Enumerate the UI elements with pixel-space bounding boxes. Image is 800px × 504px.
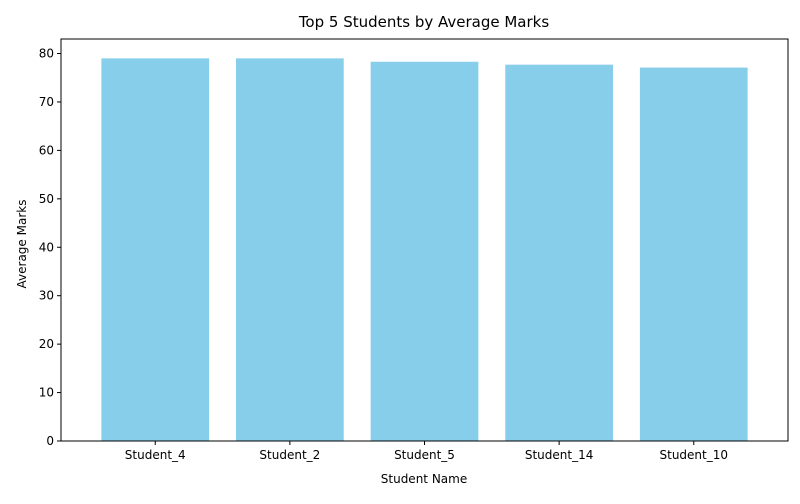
x-axis-label: Student Name bbox=[381, 472, 467, 486]
bar-student-10 bbox=[639, 67, 748, 441]
x-tick-label: Student_2 bbox=[259, 448, 320, 462]
bar-student-2 bbox=[236, 58, 344, 442]
chart-title: Top 5 Students by Average Marks bbox=[298, 13, 550, 31]
bar-student-4 bbox=[101, 58, 210, 442]
y-axis-label: Average Marks bbox=[15, 200, 29, 289]
y-tick-label: 70 bbox=[39, 95, 54, 109]
y-tick-label: 0 bbox=[46, 434, 54, 448]
bar-student-14 bbox=[505, 64, 613, 442]
y-tick-label: 80 bbox=[39, 47, 54, 61]
y-tick-label: 30 bbox=[39, 289, 54, 303]
bar-student-5 bbox=[370, 61, 479, 441]
bars-layer bbox=[101, 58, 748, 442]
x-tick-label: Student_10 bbox=[660, 448, 729, 462]
y-tick-label: 50 bbox=[39, 192, 54, 206]
x-axis-ticks: Student_4 Student_2 Student_5 Student_14 Stu… bbox=[125, 441, 728, 462]
plot-area-frame bbox=[60, 38, 789, 442]
x-tick-label: Student_5 bbox=[394, 448, 455, 462]
y-tick-label: 10 bbox=[39, 386, 54, 400]
y-axis-ticks: 0 10 20 30 40 50 60 70 80 bbox=[39, 47, 61, 448]
x-tick-label: Student_14 bbox=[525, 448, 594, 462]
x-tick-label: Student_4 bbox=[125, 448, 186, 462]
y-tick-label: 60 bbox=[39, 143, 54, 157]
y-tick-label: 20 bbox=[39, 337, 54, 351]
y-tick-label: 40 bbox=[39, 240, 54, 254]
